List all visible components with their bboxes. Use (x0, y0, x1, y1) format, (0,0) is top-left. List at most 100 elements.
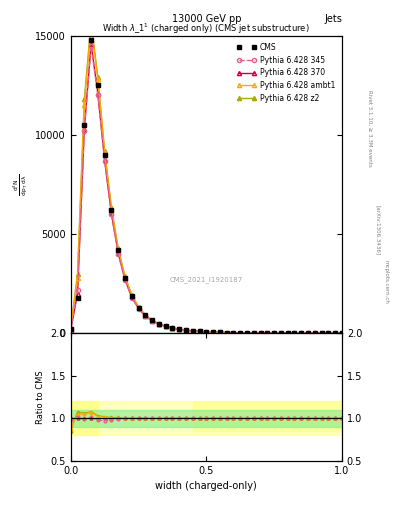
Pythia 6.428 z2 (285, 330, 290, 336)
Pythia 6.428 ambt1 (211, 329, 215, 335)
Pythia 6.428 370 (82, 126, 86, 132)
Pythia 6.428 370 (218, 329, 222, 335)
Pythia 6.428 370 (231, 330, 236, 336)
Pythia 6.428 345 (326, 330, 331, 336)
CMS (156, 321, 161, 327)
Pythia 6.428 ambt1 (231, 330, 236, 336)
Pythia 6.428 345 (312, 330, 317, 336)
Pythia 6.428 345 (231, 330, 236, 336)
Pythia 6.428 ambt1 (333, 330, 338, 336)
Pythia 6.428 370 (156, 321, 161, 327)
CMS (177, 326, 182, 332)
Pythia 6.428 z2 (190, 328, 195, 334)
Pythia 6.428 z2 (136, 304, 141, 310)
Pythia 6.428 345 (190, 328, 195, 334)
X-axis label: width (charged-only): width (charged-only) (156, 481, 257, 491)
Pythia 6.428 345 (177, 326, 182, 332)
Pythia 6.428 345 (184, 327, 188, 333)
Pythia 6.428 345 (163, 324, 168, 330)
Pythia 6.428 ambt1 (89, 23, 94, 29)
Pythia 6.428 345 (129, 294, 134, 301)
Pythia 6.428 370 (197, 328, 202, 334)
CMS (265, 330, 270, 336)
Text: CMS_2021_I1920187: CMS_2021_I1920187 (170, 276, 243, 283)
Pythia 6.428 z2 (292, 330, 297, 336)
CMS (75, 294, 80, 301)
Text: [arXiv:1306.3436]: [arXiv:1306.3436] (375, 205, 380, 255)
Pythia 6.428 ambt1 (312, 330, 317, 336)
Pythia 6.428 z2 (109, 204, 114, 210)
CMS (252, 330, 256, 336)
Pythia 6.428 370 (306, 330, 310, 336)
Pythia 6.428 z2 (204, 329, 209, 335)
Pythia 6.428 z2 (265, 330, 270, 336)
Pythia 6.428 ambt1 (95, 76, 100, 82)
Pythia 6.428 z2 (306, 330, 310, 336)
Pythia 6.428 ambt1 (244, 330, 250, 336)
Pythia 6.428 370 (279, 330, 283, 336)
Pythia 6.428 z2 (218, 329, 222, 335)
Pythia 6.428 370 (95, 90, 100, 96)
Pythia 6.428 345 (123, 276, 127, 283)
Pythia 6.428 345 (68, 327, 73, 333)
Pythia 6.428 z2 (102, 148, 107, 154)
Line: Pythia 6.428 z2: Pythia 6.428 z2 (69, 20, 344, 335)
Pythia 6.428 370 (89, 40, 94, 47)
Pythia 6.428 370 (204, 329, 209, 335)
Pythia 6.428 z2 (211, 329, 215, 335)
Pythia 6.428 345 (136, 306, 141, 312)
Text: Jets: Jets (324, 14, 342, 24)
CMS (218, 329, 222, 335)
CMS (163, 323, 168, 329)
Pythia 6.428 z2 (156, 321, 161, 327)
Pythia 6.428 ambt1 (326, 330, 331, 336)
CMS (333, 330, 338, 336)
Pythia 6.428 ambt1 (306, 330, 310, 336)
Legend: CMS, Pythia 6.428 345, Pythia 6.428 370, Pythia 6.428 ambt1, Pythia 6.428 z2: CMS, Pythia 6.428 345, Pythia 6.428 370,… (234, 39, 338, 106)
Pythia 6.428 370 (177, 326, 182, 332)
Pythia 6.428 ambt1 (340, 330, 344, 336)
Pythia 6.428 z2 (116, 245, 121, 251)
CMS (184, 327, 188, 333)
CMS (68, 326, 73, 332)
Pythia 6.428 345 (82, 128, 86, 134)
CMS (150, 317, 154, 324)
CMS (211, 329, 215, 335)
Pythia 6.428 z2 (333, 330, 338, 336)
CMS (190, 328, 195, 334)
Pythia 6.428 z2 (231, 330, 236, 336)
CMS (292, 330, 297, 336)
Pythia 6.428 z2 (170, 325, 175, 331)
Text: 13000 GeV pp: 13000 GeV pp (172, 14, 241, 24)
Pythia 6.428 370 (326, 330, 331, 336)
Pythia 6.428 370 (68, 327, 73, 333)
Pythia 6.428 ambt1 (285, 330, 290, 336)
Pythia 6.428 z2 (258, 330, 263, 336)
Y-axis label: Ratio to CMS: Ratio to CMS (36, 370, 45, 424)
CMS (109, 207, 114, 214)
CMS (238, 330, 242, 336)
Pythia 6.428 z2 (279, 330, 283, 336)
Pythia 6.428 370 (258, 330, 263, 336)
Pythia 6.428 ambt1 (150, 317, 154, 323)
Pythia 6.428 370 (116, 250, 121, 256)
CMS (129, 292, 134, 298)
CMS (170, 325, 175, 331)
CMS (340, 330, 344, 336)
Pythia 6.428 ambt1 (116, 246, 121, 252)
Pythia 6.428 370 (265, 330, 270, 336)
Pythia 6.428 ambt1 (170, 325, 175, 331)
CMS (82, 122, 86, 128)
Pythia 6.428 ambt1 (252, 330, 256, 336)
Pythia 6.428 370 (184, 327, 188, 333)
CMS (143, 312, 148, 318)
Pythia 6.428 370 (319, 330, 324, 336)
Pythia 6.428 370 (170, 325, 175, 331)
Pythia 6.428 345 (285, 330, 290, 336)
CMS (319, 330, 324, 336)
Pythia 6.428 z2 (75, 271, 80, 277)
Pythia 6.428 345 (258, 330, 263, 336)
Pythia 6.428 345 (102, 158, 107, 164)
CMS (306, 330, 310, 336)
Pythia 6.428 z2 (312, 330, 317, 336)
